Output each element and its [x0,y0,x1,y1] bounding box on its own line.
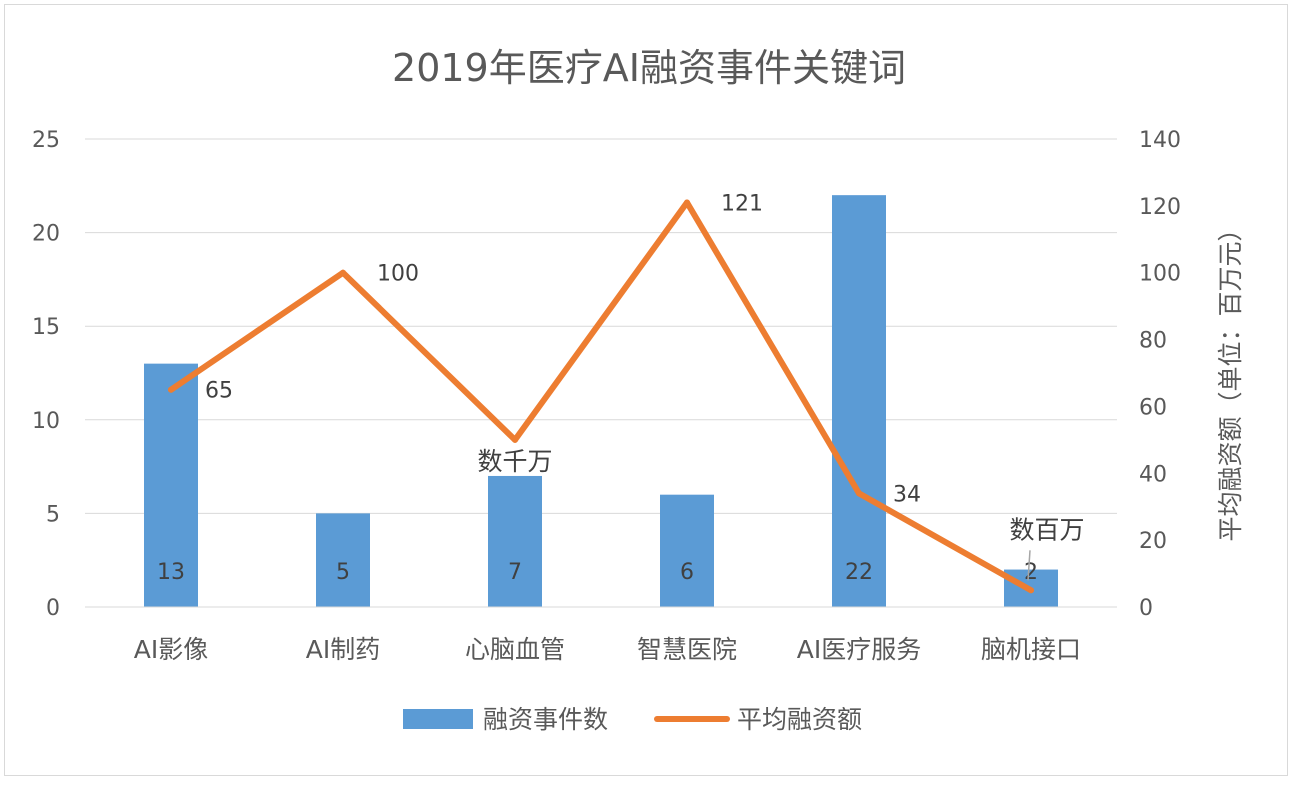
line-data-label: 65 [205,379,233,404]
legend-label-bar: 融资事件数 [483,705,608,734]
category-label: AI影像 [134,635,208,664]
bar-data-label: 7 [508,560,522,585]
bar-data-label: 2 [1024,560,1038,585]
bar-data-label: 5 [336,560,350,585]
chart-frame: 2019年医疗AI融资事件关键词 13 5 7 6 22 2 65 100 数千万 121 34 数百… [4,4,1288,776]
bar [488,475,542,607]
category-label: 智慧医院 [637,635,737,664]
bar [660,494,714,607]
category-label: AI制药 [306,635,380,664]
right-tick-label: 80 [1139,329,1167,354]
leader-line [1027,550,1031,581]
left-tick-label: 25 [32,128,60,153]
line-point [512,436,518,443]
right-tick-label: 100 [1139,262,1181,287]
right-axis-label: 平均融资额（单位：百万元） [1216,216,1245,541]
left-tick-label: 10 [32,409,60,434]
category-label: 脑机接口 [981,635,1081,664]
legend-swatch-bar [403,709,473,729]
line-point [340,269,346,276]
left-tick-label: 20 [32,222,60,247]
category-label: 心脑血管 [465,635,565,664]
line-data-label: 100 [377,262,419,287]
bar-data-label: 22 [845,560,873,585]
line-data-label: 数千万 [477,447,552,476]
combo-chart: 2019年医疗AI融资事件关键词 13 5 7 6 22 265100数千万12134数百… [32,46,1245,734]
line-point [856,490,862,497]
legend-label-line: 平均融资额 [737,705,862,734]
category-label: AI医疗服务 [797,635,921,664]
bar-data-label: 6 [680,560,694,585]
left-tick-label: 0 [46,596,60,621]
right-tick-label: 40 [1139,462,1167,487]
right-tick-label: 20 [1139,529,1167,554]
bar [832,195,886,607]
legend: 融资事件数 平均融资额 [403,705,862,734]
right-tick-label: 120 [1139,195,1181,220]
line-data-label: 数百万 [1009,515,1084,544]
line-data-label: 34 [893,482,921,507]
bar [144,363,198,607]
line-series [168,199,1034,594]
bar-series [144,195,1058,607]
line-point [168,386,174,393]
chart-title: 2019年医疗AI融资事件关键词 [392,46,906,90]
right-tick-label: 0 [1139,596,1153,621]
bar-data-label: 13 [157,560,185,585]
right-tick-label: 60 [1139,395,1167,420]
line-point [1028,587,1034,594]
line-data-label: 121 [721,192,763,217]
left-tick-label: 5 [46,502,60,527]
line-path [168,199,1034,594]
bar [316,513,370,607]
right-tick-label: 140 [1139,128,1181,153]
left-tick-label: 15 [32,315,60,340]
line-point [684,199,690,206]
